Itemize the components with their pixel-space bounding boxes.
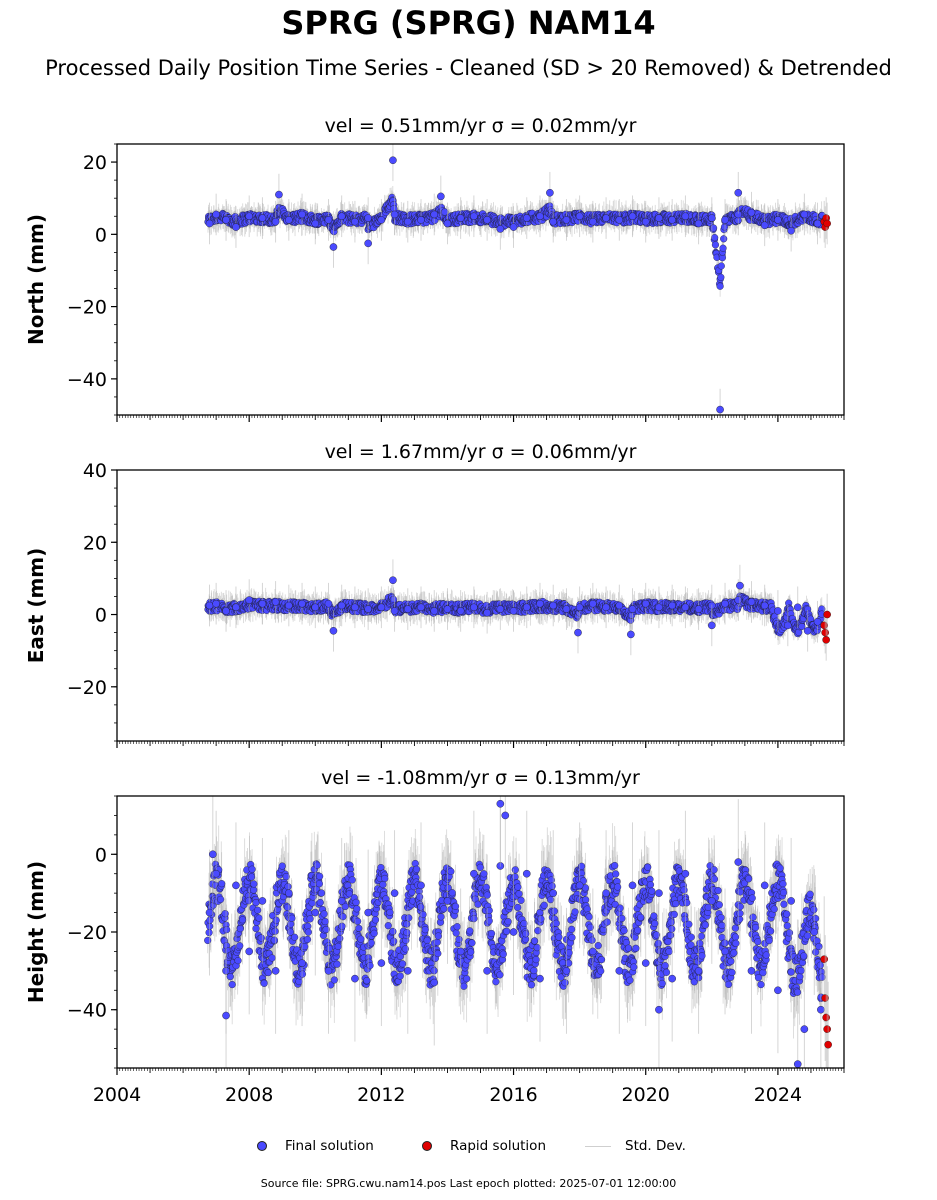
final-point — [311, 219, 320, 228]
final-point — [717, 262, 725, 270]
final-point — [337, 212, 346, 221]
final-point — [589, 217, 597, 226]
figure-title: SPRG (SPRG) NAM14 — [281, 4, 656, 42]
final-point — [575, 212, 584, 221]
final-point — [711, 234, 719, 242]
final-point — [711, 241, 720, 249]
final-point — [390, 210, 399, 219]
final-point — [774, 216, 782, 224]
rapid-point — [823, 219, 831, 228]
final-point — [403, 217, 412, 226]
final-point — [377, 216, 386, 224]
final-point — [389, 156, 397, 165]
final-point — [549, 217, 558, 226]
final-point — [324, 216, 333, 224]
final-point — [747, 208, 756, 217]
final-point — [258, 214, 267, 222]
final-point — [800, 210, 809, 219]
final-point — [275, 190, 283, 199]
final-point — [483, 216, 491, 224]
final-point — [734, 188, 743, 197]
final-point — [364, 214, 372, 222]
final-point — [271, 217, 280, 226]
panel-title: vel = 0.51mm/yr σ = 0.02mm/yr — [325, 115, 637, 137]
final-point — [298, 210, 306, 219]
final-point — [470, 212, 478, 221]
final-point — [205, 219, 214, 228]
y-axis-label: North (mm) — [24, 214, 48, 345]
final-point — [694, 219, 703, 228]
final-point — [717, 273, 725, 281]
final-point — [430, 210, 439, 219]
final-point — [709, 224, 718, 232]
final-point — [232, 223, 240, 231]
panel-frame — [116, 143, 845, 416]
final-point — [615, 216, 624, 224]
final-point — [509, 223, 518, 231]
final-point — [641, 217, 650, 226]
final-point — [285, 216, 293, 224]
final-point — [708, 214, 716, 222]
final-point — [364, 239, 372, 248]
final-point — [212, 210, 220, 219]
final-point — [668, 216, 676, 224]
final-point — [562, 216, 571, 224]
panel-north: −40 −20 0 20 vel = 0.51mm/yr σ = 0.02mm/yr No… — [24, 115, 845, 422]
final-point — [655, 214, 663, 222]
final-point — [351, 217, 359, 226]
final-point — [628, 212, 637, 221]
final-point — [787, 226, 795, 235]
final-point — [222, 216, 230, 224]
final-point — [522, 214, 531, 222]
plot-area — [204, 144, 831, 415]
final-point — [417, 216, 425, 224]
final-point — [721, 216, 729, 224]
final-point — [536, 212, 544, 221]
final-point — [389, 595, 398, 604]
final-point — [716, 405, 724, 414]
final-point — [546, 188, 554, 197]
final-point — [602, 214, 610, 222]
final-point — [719, 244, 727, 252]
final-point — [456, 214, 465, 222]
final-point — [760, 221, 769, 230]
final-point — [681, 212, 690, 221]
final-point — [496, 225, 505, 233]
figure-subtitle: Processed Daily Position Time Series - C… — [45, 56, 892, 80]
final-point — [813, 219, 822, 228]
final-point — [716, 282, 724, 290]
y-tick-label: 0 — [95, 224, 107, 246]
final-point — [720, 235, 728, 243]
final-point — [245, 212, 253, 221]
final-point — [437, 192, 445, 201]
y-tick-label: 20 — [83, 152, 107, 174]
final-point — [329, 243, 338, 251]
y-tick-label: −20 — [67, 297, 107, 319]
final-point — [443, 219, 452, 228]
plot-area — [204, 559, 831, 661]
y-tick-label: −40 — [67, 369, 107, 391]
